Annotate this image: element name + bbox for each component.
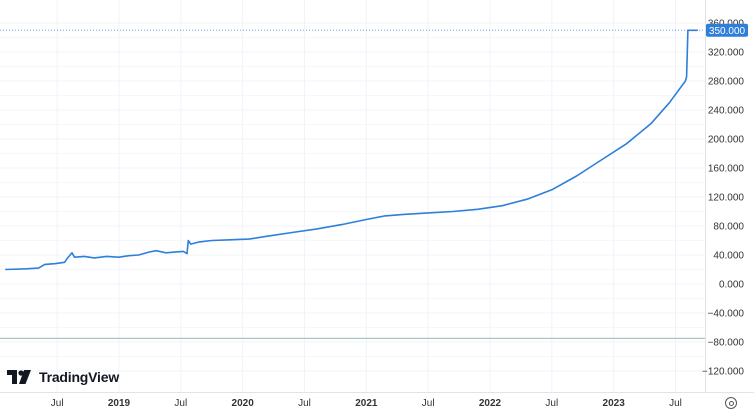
y-tick-label: 0.000 <box>719 280 744 291</box>
tradingview-wordmark: TradingView <box>39 369 120 385</box>
last-value-label: 350.000 <box>709 26 746 37</box>
x-tick-label: Jul <box>51 398 64 409</box>
series-line <box>5 29 698 271</box>
y-tick-label: 160.000 <box>708 164 745 175</box>
y-tick-label: 320.000 <box>708 48 745 59</box>
y-tick-label: 40.000 <box>713 251 744 262</box>
y-tick-label: 120.000 <box>708 193 745 204</box>
y-tick-label: −120.000 <box>702 367 744 378</box>
gear-icon[interactable] <box>725 397 737 409</box>
horizontal-gridlines <box>0 22 705 372</box>
tradingview-logo[interactable]: TradingView <box>7 366 119 388</box>
x-tick-label: Jul <box>422 398 435 409</box>
y-tick-label: −40.000 <box>708 309 745 320</box>
y-tick-label: 200.000 <box>708 135 745 146</box>
y-tick-label: 80.000 <box>713 222 744 233</box>
last-value-badge-bg <box>706 23 748 37</box>
x-tick-label: Jul <box>669 398 682 409</box>
x-tick-label: Jul <box>298 398 311 409</box>
x-tick-label: 2021 <box>355 398 378 409</box>
series-path <box>5 29 698 271</box>
vertical-gridlines <box>0 0 754 393</box>
x-tick-label: 2022 <box>479 398 502 409</box>
x-tick-label: Jul <box>545 398 558 409</box>
y-tick-label: 280.000 <box>708 77 745 88</box>
x-axis-labels: Jul 2019 Jul 2020 Jul 2021 Jul 2022 Jul 2023 Jul <box>51 398 682 409</box>
x-tick-label: Jul <box>174 398 187 409</box>
x-tick-label: 2023 <box>603 398 626 409</box>
y-tick-label: −80.000 <box>708 338 745 349</box>
y-tick-label: 240.000 <box>708 106 745 117</box>
x-tick-label: 2019 <box>108 398 131 409</box>
y-axis-labels: 360.000320.000280.000240.000200.000160.0… <box>702 19 744 378</box>
x-tick-label: 2020 <box>232 398 255 409</box>
last-value-badge: 350.000 <box>706 23 748 37</box>
tradingview-icon <box>7 370 31 384</box>
